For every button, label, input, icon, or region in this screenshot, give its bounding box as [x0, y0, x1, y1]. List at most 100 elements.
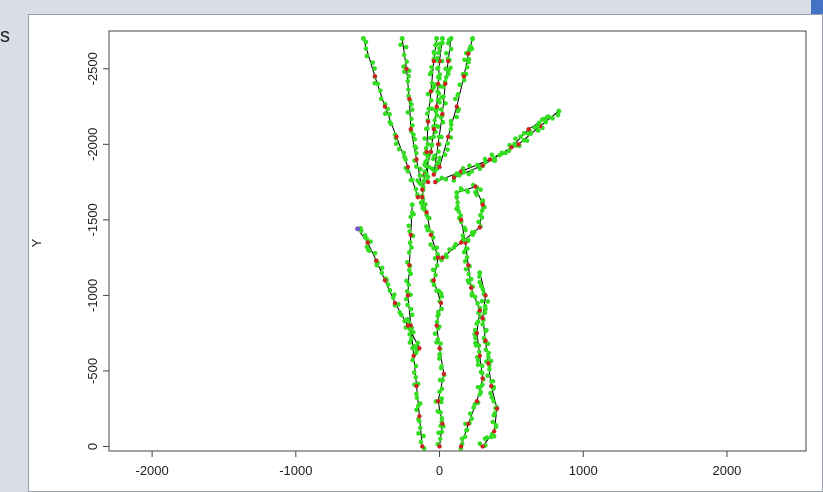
branch-node	[480, 163, 485, 168]
data-point	[431, 49, 437, 55]
data-point	[486, 350, 491, 356]
branch-node	[428, 232, 434, 238]
data-point	[482, 303, 488, 309]
data-point	[455, 204, 460, 210]
branch-node	[372, 74, 378, 79]
data-point	[437, 436, 443, 442]
data-point	[412, 136, 418, 142]
branch-node	[417, 346, 422, 351]
data-point	[436, 356, 442, 361]
data-point	[438, 341, 443, 346]
branch-node	[445, 134, 451, 139]
data-point	[418, 166, 423, 172]
data-point	[485, 299, 491, 304]
data-point	[486, 354, 491, 360]
tip-node	[360, 36, 366, 42]
tip-node	[399, 36, 405, 42]
data-point	[483, 159, 488, 165]
data-point	[415, 178, 420, 183]
branch-node	[414, 383, 419, 389]
branch-node	[437, 444, 442, 449]
branch-node	[486, 361, 491, 366]
data-point	[408, 214, 413, 220]
branch-node	[405, 293, 411, 298]
data-point	[424, 224, 429, 229]
x-tick-label: 2000	[712, 463, 741, 478]
data-point	[485, 373, 491, 379]
data-point	[475, 319, 481, 325]
branch-node	[408, 232, 413, 238]
y-axis: 0 -500 -1000 -1500 -2000 -2500	[85, 52, 109, 450]
data-point	[435, 309, 441, 315]
data-point	[385, 282, 391, 287]
data-point	[406, 87, 411, 92]
x-tick-label: 0	[436, 463, 443, 478]
branch-node	[445, 59, 451, 64]
data-point	[477, 279, 482, 285]
data-point	[445, 147, 450, 152]
data-point	[469, 416, 475, 421]
x-axis: -2000 -1000 0 1000 2000	[135, 451, 741, 478]
data-point	[407, 240, 413, 245]
data-point	[435, 124, 441, 129]
branch-node	[420, 187, 425, 192]
data-point	[443, 75, 449, 80]
data-point	[466, 56, 472, 62]
data-point	[550, 116, 555, 121]
branch-node	[473, 184, 478, 189]
accent-tab	[811, 0, 823, 16]
data-point	[513, 136, 518, 141]
data-point	[503, 150, 508, 156]
data-point	[440, 119, 446, 125]
data-point	[405, 78, 411, 84]
scatter-plot: -2000 -1000 0 1000 2000 0 -500 -1000 -1500 -2000…	[29, 30, 807, 478]
branch-node	[420, 194, 425, 200]
branch-node	[494, 406, 500, 411]
branch-node	[440, 255, 445, 260]
data-point	[475, 384, 481, 390]
data-point	[379, 270, 385, 276]
branch-node	[480, 202, 485, 207]
data-point	[412, 144, 418, 149]
data-point	[424, 111, 430, 116]
branch-node	[392, 300, 398, 306]
data-point	[471, 229, 477, 235]
data-point	[406, 250, 412, 255]
data-point	[466, 171, 472, 177]
data-point	[425, 227, 430, 233]
data-point	[398, 42, 403, 47]
data-point	[443, 101, 448, 106]
branch-node	[415, 194, 421, 200]
data-point	[436, 50, 441, 56]
data-point	[418, 439, 424, 445]
data-point	[445, 41, 451, 46]
branch-node	[458, 217, 464, 223]
data-point	[409, 116, 414, 122]
data-point	[447, 247, 452, 252]
data-point	[434, 113, 440, 118]
data-point	[393, 141, 399, 147]
branch-node	[431, 59, 436, 64]
data-point	[467, 411, 473, 416]
branch-node	[405, 323, 411, 328]
branch-node	[437, 346, 442, 351]
data-point	[462, 434, 468, 440]
data-point	[439, 396, 444, 401]
data-point	[423, 159, 428, 164]
branch-node	[468, 285, 474, 291]
data-point	[409, 102, 414, 107]
data-point	[489, 379, 494, 384]
data-point	[409, 312, 415, 318]
data-point	[479, 298, 485, 304]
data-point	[413, 186, 419, 192]
data-point	[490, 419, 496, 425]
data-point	[434, 245, 440, 251]
data-point	[473, 335, 478, 341]
branch-node	[405, 164, 411, 170]
branch-node	[451, 175, 457, 180]
data-point	[436, 134, 442, 140]
data-point	[460, 233, 466, 238]
data-point	[425, 154, 431, 159]
data-point	[465, 189, 471, 195]
data-point	[429, 142, 435, 148]
